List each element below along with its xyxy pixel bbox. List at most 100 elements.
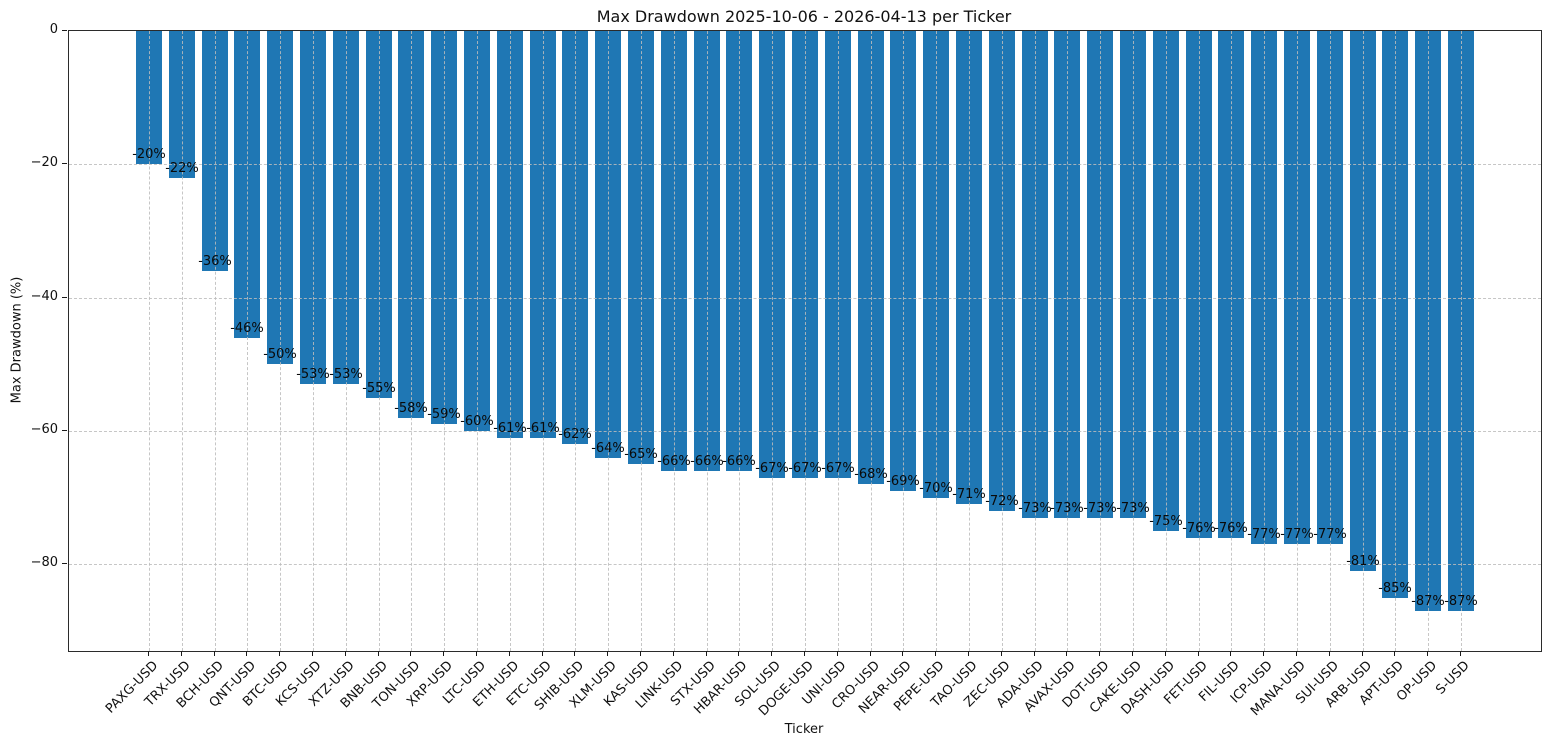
x-tick-mark [509, 651, 510, 656]
vertical-gridline [444, 31, 445, 651]
bar-value-label: -66% [657, 454, 691, 469]
vertical-gridline [1264, 31, 1265, 651]
x-tick-mark [214, 651, 215, 656]
bar-value-label: -46% [230, 321, 264, 336]
bar-value-label: -67% [821, 461, 855, 476]
bar-value-label: -76% [1182, 521, 1216, 536]
vertical-gridline [1166, 31, 1167, 651]
x-tick-mark [1362, 651, 1363, 656]
vertical-gridline [1428, 31, 1429, 651]
bar-value-label: -50% [263, 347, 297, 362]
bar-value-label: -87% [1411, 594, 1445, 609]
x-tick-mark [476, 651, 477, 656]
bar-value-label: -53% [329, 367, 363, 382]
x-tick-mark [968, 651, 969, 656]
bar-value-label: -76% [1214, 521, 1248, 536]
x-tick-mark [640, 651, 641, 656]
vertical-gridline [280, 31, 281, 651]
x-tick-mark [837, 651, 838, 656]
vertical-gridline [1395, 31, 1396, 651]
vertical-gridline [1363, 31, 1364, 651]
bar-value-label: -20% [132, 147, 166, 162]
bar-value-label: -73% [1018, 501, 1052, 516]
bar-value-label: -66% [722, 454, 756, 469]
bar-value-label: -67% [788, 461, 822, 476]
vertical-gridline [1002, 31, 1003, 651]
vertical-gridline [739, 31, 740, 651]
x-tick-mark [607, 651, 608, 656]
vertical-gridline [149, 31, 150, 651]
bar-value-label: -72% [985, 494, 1019, 509]
y-tick-label: 0 [49, 22, 58, 37]
x-tick-mark [1296, 651, 1297, 656]
x-tick-mark [738, 651, 739, 656]
bar-value-label: -61% [526, 421, 560, 436]
vertical-gridline [871, 31, 872, 651]
vertical-gridline [838, 31, 839, 651]
x-tick-mark [804, 651, 805, 656]
bar-value-label: -66% [690, 454, 724, 469]
x-tick-mark [1329, 651, 1330, 656]
bar-value-label: -67% [755, 461, 789, 476]
bar-value-label: -71% [952, 487, 986, 502]
x-tick-mark [1460, 651, 1461, 656]
vertical-gridline [575, 31, 576, 651]
y-tick-mark [62, 297, 67, 298]
vertical-gridline [411, 31, 412, 651]
x-tick-mark [542, 651, 543, 656]
bar-value-label: -77% [1247, 527, 1281, 542]
bar-value-label: -64% [591, 441, 625, 456]
bar-value-label: -58% [394, 401, 428, 416]
x-tick-mark [574, 651, 575, 656]
bar-value-label: -75% [1149, 514, 1183, 529]
vertical-gridline [936, 31, 937, 651]
bar-value-label: -69% [886, 474, 920, 489]
vertical-gridline [182, 31, 183, 651]
y-tick-mark [62, 30, 67, 31]
y-tick-mark [62, 430, 67, 431]
x-tick-mark [279, 651, 280, 656]
x-tick-mark [673, 651, 674, 656]
bar-value-label: -62% [558, 427, 592, 442]
x-tick-mark [312, 651, 313, 656]
x-tick-mark [410, 651, 411, 656]
vertical-gridline [1067, 31, 1068, 651]
bar-value-label: -81% [1346, 554, 1380, 569]
plot-area: -20% -22% -36% -46% -50% -53% -53% -55% -58% -59%… [68, 30, 1542, 652]
x-tick-mark [706, 651, 707, 656]
x-tick-mark [1066, 651, 1067, 656]
vertical-gridline [903, 31, 904, 651]
y-tick-label: −40 [30, 289, 58, 304]
x-tick-mark [1099, 651, 1100, 656]
x-tick-mark [935, 651, 936, 656]
x-tick-mark [1165, 651, 1166, 656]
horizontal-gridline [69, 431, 1541, 432]
vertical-gridline [1035, 31, 1036, 651]
vertical-gridline [1133, 31, 1134, 651]
vertical-gridline [772, 31, 773, 651]
horizontal-gridline [69, 564, 1541, 565]
x-tick-mark [443, 651, 444, 656]
x-tick-mark [378, 651, 379, 656]
bar-value-label: -60% [460, 414, 494, 429]
chart-title: Max Drawdown 2025-10-06 - 2026-04-13 per… [596, 7, 1012, 26]
x-tick-mark [1001, 651, 1002, 656]
vertical-gridline [1100, 31, 1101, 651]
x-axis-label: Ticker [784, 722, 824, 737]
x-tick-mark [771, 651, 772, 656]
vertical-gridline [477, 31, 478, 651]
bar-value-label: -73% [1116, 501, 1150, 516]
vertical-gridline [674, 31, 675, 651]
vertical-gridline [1297, 31, 1298, 651]
vertical-gridline [346, 31, 347, 651]
bar-value-label: -73% [1050, 501, 1084, 516]
vertical-gridline [510, 31, 511, 651]
vertical-gridline [707, 31, 708, 651]
vertical-gridline [1461, 31, 1462, 651]
y-tick-mark [62, 163, 67, 164]
bar-value-label: -61% [493, 421, 527, 436]
vertical-gridline [543, 31, 544, 651]
horizontal-gridline [69, 164, 1541, 165]
bar-value-label: -59% [427, 407, 461, 422]
